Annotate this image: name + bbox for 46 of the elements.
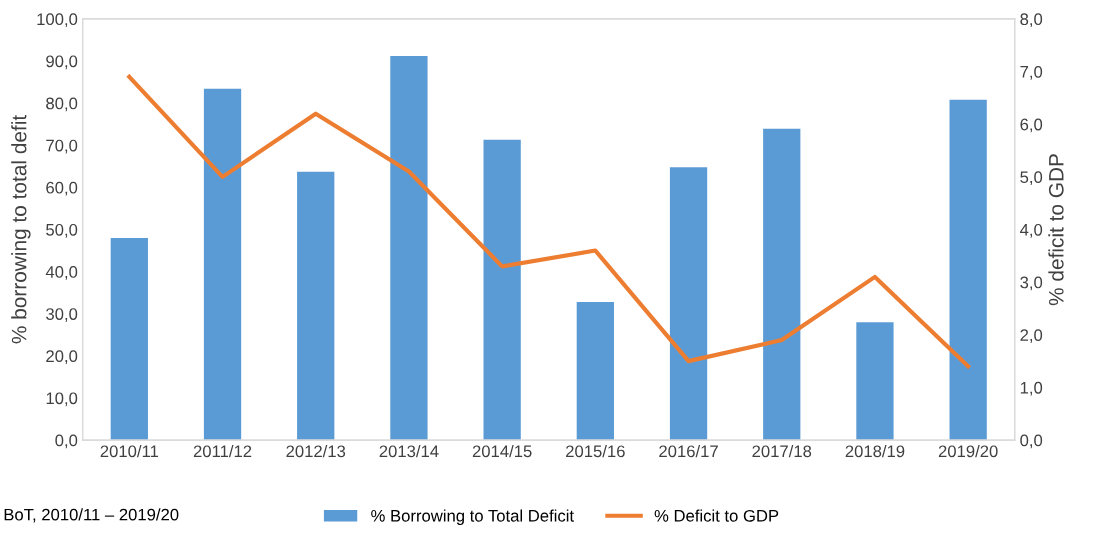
bar — [297, 171, 335, 441]
y2-tick-label: 3,0 — [1020, 276, 1043, 291]
y-tick-label: 70,0 — [46, 139, 78, 154]
y-tick-label: 50,0 — [46, 223, 78, 238]
bar — [856, 322, 894, 441]
bar — [669, 167, 708, 441]
legend-label: % Deficit to GDP — [654, 509, 779, 522]
bar — [949, 99, 987, 441]
y2-axis-title: % deficit to GDP — [1048, 154, 1064, 306]
y-tick-label: 20,0 — [46, 350, 78, 365]
y2-tick-label: 5,0 — [1020, 171, 1043, 186]
y2-tick-label: 8,0 — [1020, 13, 1043, 28]
y-tick-label: 0,0 — [55, 434, 78, 449]
bar — [763, 128, 801, 441]
y2-tick-label: 6,0 — [1020, 118, 1043, 133]
bar — [203, 88, 242, 441]
y2-tick-label: 2,0 — [1020, 329, 1043, 343]
bar — [390, 55, 428, 441]
bar — [483, 139, 521, 441]
x-tick-label: 2016/17 — [659, 444, 718, 458]
y-tick-label: 100,0 — [37, 13, 78, 28]
x-tick-label: 2017/18 — [752, 444, 812, 458]
x-tick-label: 2018/19 — [845, 444, 905, 458]
y-tick-label: 10,0 — [46, 392, 78, 407]
text: BoT, 2010/11 – 2019/20 — [4, 508, 179, 523]
x-tick-label: 2014/15 — [472, 444, 532, 458]
x-tick-label: 2019/20 — [938, 444, 998, 458]
x-tick-label: 2010/11 — [100, 444, 159, 458]
bar — [576, 301, 614, 441]
y-tick-label: 90,0 — [46, 55, 78, 70]
y-tick-label: 30,0 — [46, 308, 78, 322]
y-tick-label: 60,0 — [46, 181, 78, 196]
legend-label: % Borrowing to Total Deficit — [371, 509, 574, 525]
y-tick-label: 40,0 — [45, 266, 78, 280]
bar — [110, 237, 148, 441]
y2-tick-label: 4,0 — [1020, 223, 1043, 238]
y2-tick-label: 7,0 — [1020, 65, 1043, 80]
x-tick-label: 2011/12 — [193, 444, 252, 458]
x-tick-label: 2015/16 — [566, 444, 625, 458]
y2-tick-label: 0,0 — [1020, 434, 1043, 449]
y-axis-title: % borrowing to total defit — [11, 115, 31, 344]
y2-tick-label: 1,0 — [1020, 381, 1043, 396]
x-tick-label: 2012/13 — [286, 444, 346, 458]
y-tick-label: 80,0 — [46, 97, 78, 112]
line-series — [127, 74, 971, 369]
x-tick-label: 2013/14 — [379, 444, 439, 458]
